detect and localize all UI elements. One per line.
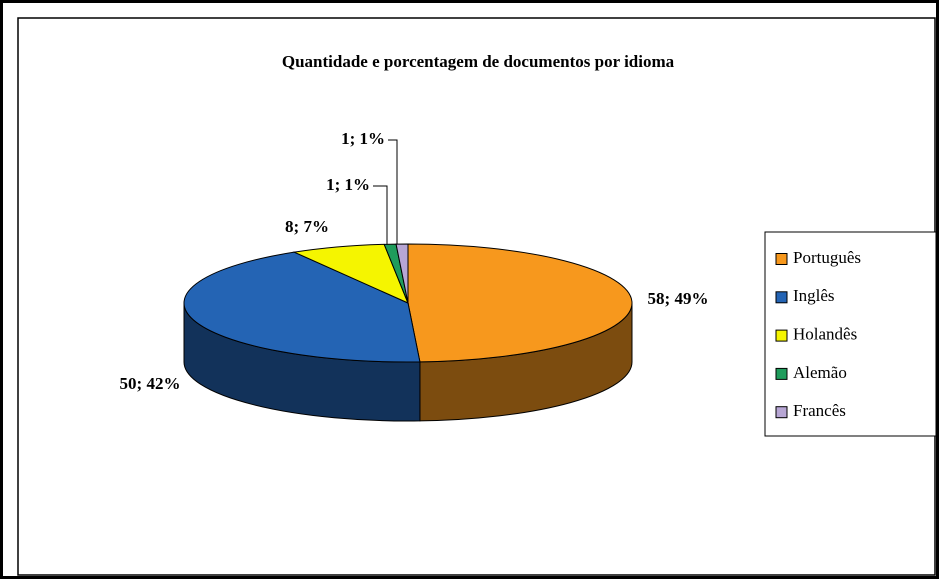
legend-swatch — [775, 253, 788, 265]
data-label: 1; 1% — [341, 129, 385, 148]
legend-label: Inglês — [793, 286, 835, 305]
legend-label: Francês — [793, 401, 846, 420]
data-label: 58; 49% — [648, 289, 709, 308]
leader-line — [388, 139, 398, 245]
chart-title: Quantidade e porcentagem de documentos p… — [282, 52, 675, 71]
leader-line — [373, 185, 388, 245]
slice — [183, 251, 421, 363]
slice — [407, 243, 633, 363]
legend-label: Português — [793, 248, 861, 267]
legend-label: Holandês — [793, 325, 857, 344]
legend-swatch — [775, 329, 788, 342]
legend — [764, 231, 937, 437]
data-label: 1; 1% — [326, 175, 370, 194]
data-label: 8; 7% — [285, 217, 329, 236]
legend-swatch — [775, 291, 788, 304]
legend-label: Alemão — [793, 363, 847, 382]
data-label: 50; 42% — [120, 374, 181, 393]
legend-swatch — [775, 406, 788, 419]
slice — [395, 243, 409, 304]
legend-swatch — [775, 367, 788, 380]
